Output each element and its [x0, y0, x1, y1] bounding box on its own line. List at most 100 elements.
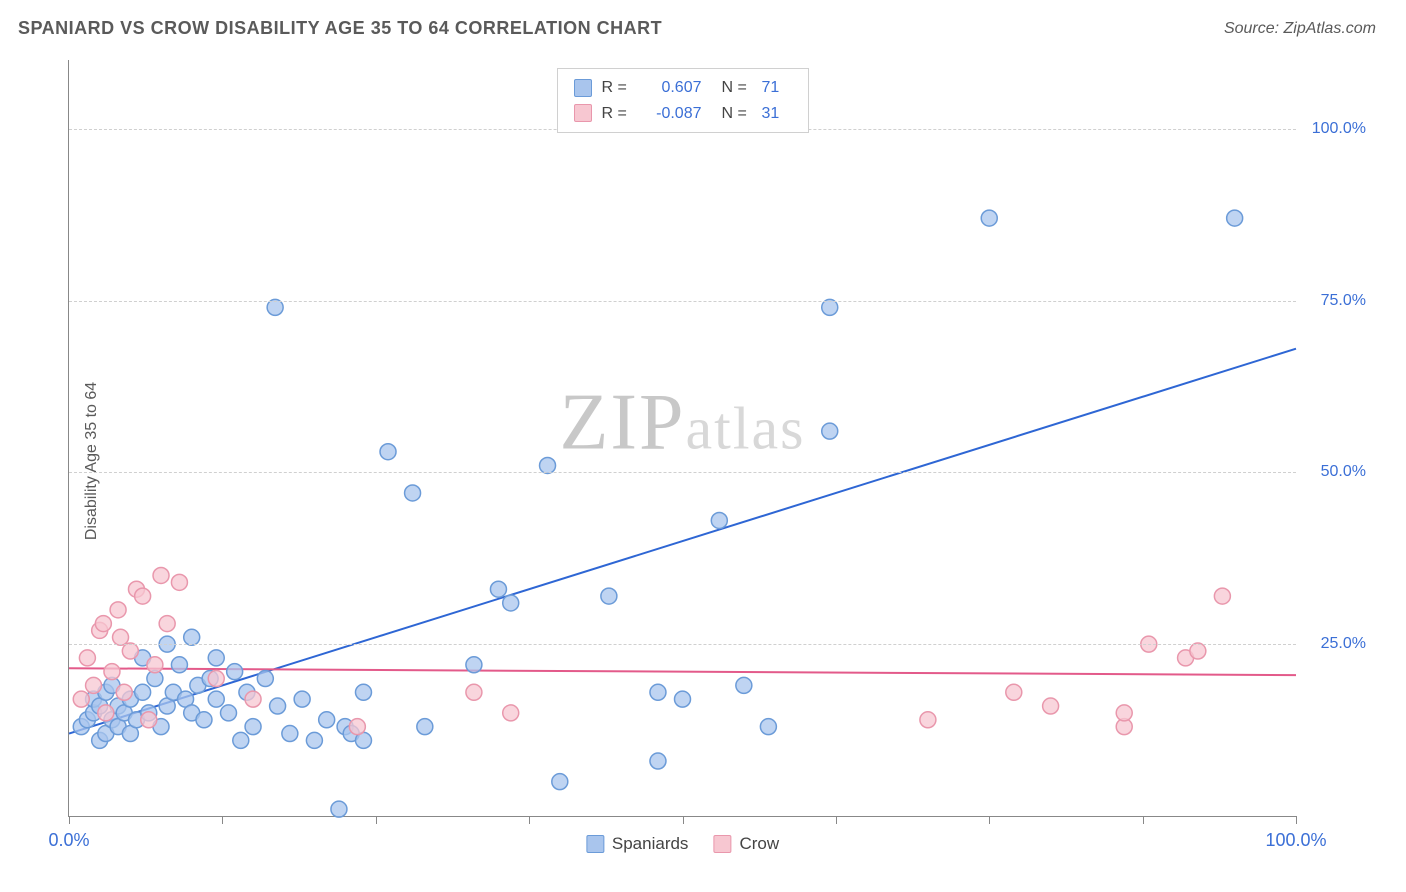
- data-point: [227, 664, 243, 680]
- data-point: [73, 691, 89, 707]
- scatter-svg: [69, 60, 1296, 816]
- legend-n-value-1: 31: [762, 101, 792, 127]
- legend-row-crow: R = -0.087 N = 31: [574, 101, 792, 127]
- data-point: [270, 698, 286, 714]
- data-point: [233, 732, 249, 748]
- x-tick: [989, 816, 990, 824]
- data-point: [1214, 588, 1230, 604]
- data-point: [650, 684, 666, 700]
- x-tick: [1143, 816, 1144, 824]
- data-point: [981, 210, 997, 226]
- regression-line: [69, 668, 1296, 675]
- data-point: [113, 629, 129, 645]
- regression-line: [69, 349, 1296, 734]
- legend-label-spaniards: Spaniards: [612, 834, 689, 854]
- data-point: [503, 705, 519, 721]
- data-point: [135, 684, 151, 700]
- legend-n-value-0: 71: [762, 75, 792, 101]
- x-tick: [1296, 816, 1297, 824]
- x-tick: [376, 816, 377, 824]
- data-point: [349, 719, 365, 735]
- data-point: [540, 457, 556, 473]
- legend-swatch-spaniards: [574, 79, 592, 97]
- data-point: [267, 299, 283, 315]
- data-point: [380, 444, 396, 460]
- data-point: [466, 657, 482, 673]
- data-point: [98, 705, 114, 721]
- x-tick: [683, 816, 684, 824]
- data-point: [86, 677, 102, 693]
- data-point: [466, 684, 482, 700]
- legend-r-value-0: 0.607: [642, 75, 702, 101]
- series-legend: Spaniards Crow: [586, 834, 779, 854]
- data-point: [257, 671, 273, 687]
- y-tick-label: 25.0%: [1306, 635, 1366, 653]
- data-point: [675, 691, 691, 707]
- data-point: [417, 719, 433, 735]
- chart-title: SPANIARD VS CROW DISABILITY AGE 35 TO 64…: [18, 18, 662, 39]
- data-point: [221, 705, 237, 721]
- data-point: [208, 691, 224, 707]
- legend-item-spaniards: Spaniards: [586, 834, 689, 854]
- source-text: Source: ZipAtlas.com: [1224, 20, 1376, 38]
- y-tick-label: 100.0%: [1306, 120, 1366, 138]
- data-point: [1006, 684, 1022, 700]
- data-point: [282, 726, 298, 742]
- data-point: [116, 684, 132, 700]
- grid-line: [69, 301, 1296, 302]
- data-point: [920, 712, 936, 728]
- legend-r-label: R =: [602, 101, 632, 127]
- x-tick-label: 100.0%: [1265, 830, 1326, 851]
- data-point: [822, 423, 838, 439]
- x-tick: [222, 816, 223, 824]
- x-tick: [529, 816, 530, 824]
- data-point: [135, 588, 151, 604]
- data-point: [294, 691, 310, 707]
- legend-swatch-crow: [574, 104, 592, 122]
- data-point: [1190, 643, 1206, 659]
- data-point: [159, 616, 175, 632]
- data-point: [503, 595, 519, 611]
- data-point: [306, 732, 322, 748]
- legend-n-label: N =: [722, 101, 752, 127]
- data-point: [171, 574, 187, 590]
- data-point: [184, 629, 200, 645]
- chart-container: Disability Age 35 to 64 ZIPatlas R = 0.6…: [18, 50, 1376, 872]
- legend-r-value-1: -0.087: [642, 101, 702, 127]
- data-point: [319, 712, 335, 728]
- data-point: [711, 512, 727, 528]
- grid-line: [69, 472, 1296, 473]
- data-point: [147, 657, 163, 673]
- data-point: [79, 650, 95, 666]
- data-point: [1116, 705, 1132, 721]
- data-point: [760, 719, 776, 735]
- legend-label-crow: Crow: [739, 834, 779, 854]
- legend-r-label: R =: [602, 75, 632, 101]
- data-point: [122, 643, 138, 659]
- data-point: [110, 602, 126, 618]
- data-point: [171, 657, 187, 673]
- plot-area: ZIPatlas R = 0.607 N = 71 R = -0.087 N =…: [68, 60, 1296, 817]
- legend-swatch-icon: [713, 835, 731, 853]
- data-point: [245, 719, 261, 735]
- data-point: [1043, 698, 1059, 714]
- data-point: [95, 616, 111, 632]
- y-tick-label: 50.0%: [1306, 463, 1366, 481]
- data-point: [405, 485, 421, 501]
- legend-n-label: N =: [722, 75, 752, 101]
- data-point: [208, 671, 224, 687]
- x-tick: [836, 816, 837, 824]
- data-point: [104, 664, 120, 680]
- data-point: [650, 753, 666, 769]
- data-point: [355, 684, 371, 700]
- legend-swatch-icon: [586, 835, 604, 853]
- legend-item-crow: Crow: [713, 834, 779, 854]
- data-point: [822, 299, 838, 315]
- data-point: [1227, 210, 1243, 226]
- legend-row-spaniards: R = 0.607 N = 71: [574, 75, 792, 101]
- x-tick-label: 0.0%: [48, 830, 89, 851]
- data-point: [208, 650, 224, 666]
- data-point: [552, 774, 568, 790]
- data-point: [153, 567, 169, 583]
- y-tick-label: 75.0%: [1306, 292, 1366, 310]
